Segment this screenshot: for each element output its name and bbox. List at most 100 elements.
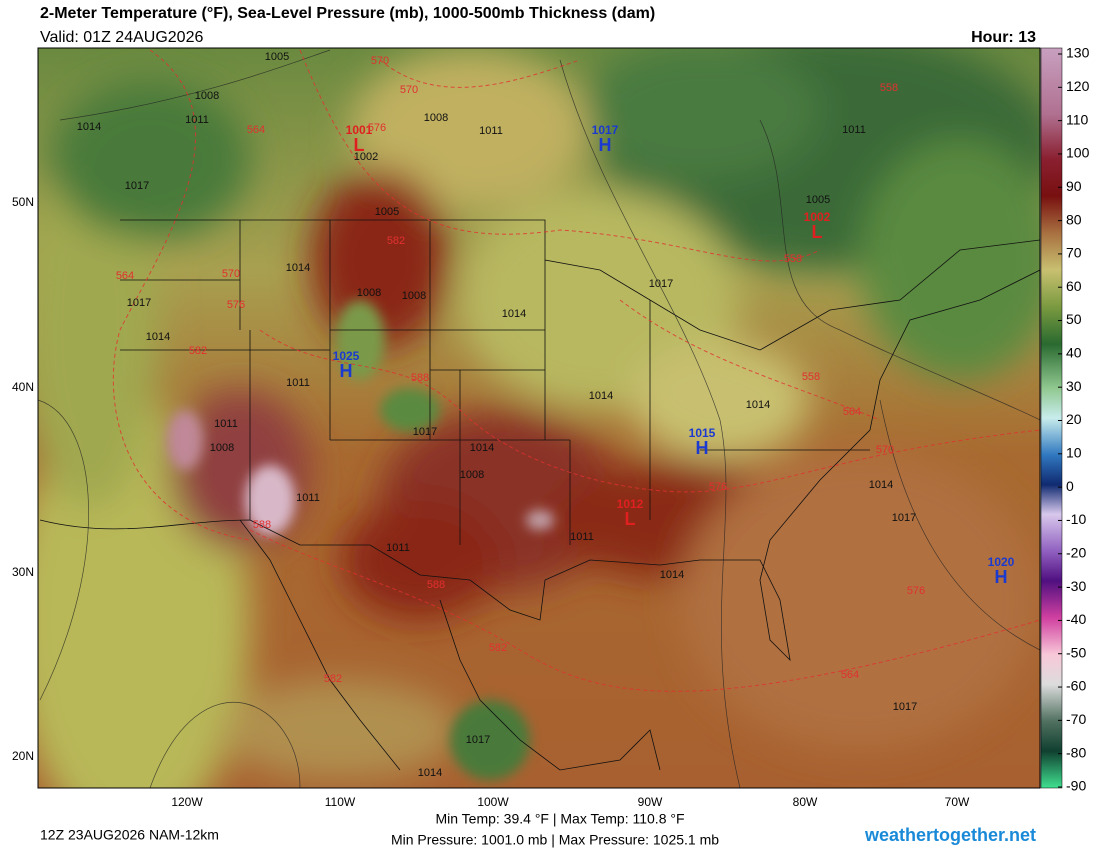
isobar-label: 1011 bbox=[214, 418, 238, 430]
isobar-label: 1008 bbox=[402, 290, 426, 302]
thickness-label: 582 bbox=[324, 673, 342, 685]
colorbar-label: -90 bbox=[1066, 778, 1086, 794]
colorbar-label: 70 bbox=[1066, 245, 1082, 261]
isobar-label: 1014 bbox=[589, 390, 613, 402]
colorbar-label: 110 bbox=[1066, 111, 1089, 127]
isobar-label: 1014 bbox=[746, 399, 770, 411]
colorbar-label: -40 bbox=[1066, 611, 1086, 627]
colorbar-label: 60 bbox=[1066, 278, 1082, 294]
longitude-label: 90W bbox=[638, 795, 663, 809]
colorbar-label: 20 bbox=[1066, 411, 1082, 427]
colorbar-label: 120 bbox=[1066, 78, 1090, 94]
thickness-label: 570 bbox=[876, 444, 894, 456]
isobar-label: 1002 bbox=[354, 151, 378, 163]
isobar-label: 1017 bbox=[127, 297, 151, 309]
isobar-label: 1011 bbox=[386, 542, 410, 554]
title: 2-Meter Temperature (°F), Sea-Level Pres… bbox=[40, 5, 655, 22]
thickness-label: 558 bbox=[880, 82, 898, 94]
center-letter: H bbox=[696, 438, 709, 458]
valid-time: Valid: 01Z 24AUG2026 bbox=[40, 29, 203, 46]
thickness-label: 570 bbox=[371, 55, 389, 67]
isobar-label: 1008 bbox=[210, 442, 234, 454]
forecast-hour: Hour: 13 bbox=[971, 29, 1036, 46]
longitude-label: 120W bbox=[171, 795, 203, 809]
center-value: 1001 bbox=[346, 123, 373, 137]
isobar-label: 1017 bbox=[125, 180, 149, 192]
center-value: 1025 bbox=[333, 349, 360, 363]
thickness-label: 576 bbox=[709, 481, 727, 493]
thickness-label: 564 bbox=[116, 270, 134, 282]
isobar-label: 1008 bbox=[460, 469, 484, 481]
center-value: 1017 bbox=[592, 123, 619, 137]
thickness-label: 564 bbox=[843, 406, 861, 418]
thickness-label: 564 bbox=[841, 669, 859, 681]
latitude-label: 30N bbox=[12, 565, 34, 579]
isobar-label: 1017 bbox=[892, 512, 916, 524]
longitude-label: 80W bbox=[793, 795, 818, 809]
isobar-label: 1008 bbox=[357, 287, 381, 299]
isobar-label: 1011 bbox=[479, 125, 503, 137]
isobar-label: 1005 bbox=[375, 206, 399, 218]
map-field bbox=[38, 48, 1040, 788]
latitude-label: 40N bbox=[12, 380, 34, 394]
isobar-label: 1017 bbox=[649, 278, 673, 290]
colorbar-label: -80 bbox=[1066, 744, 1086, 760]
isobar-label: 1008 bbox=[424, 112, 448, 124]
isobar-label: 1011 bbox=[570, 531, 594, 543]
thickness-label: 582 bbox=[489, 642, 507, 654]
thickness-label: 576 bbox=[368, 122, 386, 134]
thickness-label: 588 bbox=[253, 519, 271, 531]
isobar-label: 1014 bbox=[146, 331, 170, 343]
isobar-label: 1011 bbox=[842, 124, 866, 136]
colorbar-label: 50 bbox=[1066, 311, 1082, 327]
site-link[interactable]: weathertogether.net bbox=[864, 825, 1036, 845]
isobar-label: 1011 bbox=[185, 114, 209, 126]
center-letter: H bbox=[340, 361, 353, 381]
thickness-label: 564 bbox=[247, 124, 265, 136]
isobar-label: 1011 bbox=[286, 377, 310, 389]
center-letter: L bbox=[625, 509, 636, 529]
thickness-label: 576 bbox=[907, 585, 925, 597]
isobar-label: 1017 bbox=[413, 426, 437, 438]
colorbar-label: -70 bbox=[1066, 711, 1086, 727]
isobar-label: 1008 bbox=[195, 90, 219, 102]
colorbar-label: -10 bbox=[1066, 511, 1086, 527]
thickness-label: 582 bbox=[387, 235, 405, 247]
colorbar-label: -60 bbox=[1066, 678, 1086, 694]
center-letter: H bbox=[599, 135, 612, 155]
temp-range: Min Temp: 39.4 °F | Max Temp: 110.8 °F bbox=[435, 811, 684, 827]
thickness-label: 582 bbox=[189, 345, 207, 357]
colorbar-label: -50 bbox=[1066, 644, 1086, 660]
isobar-label: 1014 bbox=[869, 479, 893, 491]
isobar-label: 1011 bbox=[296, 492, 320, 504]
colorbar-label: -30 bbox=[1066, 578, 1086, 594]
colorbar-label: 100 bbox=[1066, 145, 1090, 161]
thickness-label: 576 bbox=[227, 299, 245, 311]
colorbar-label: -20 bbox=[1066, 544, 1086, 560]
latitude-label: 20N bbox=[12, 749, 34, 763]
model-run: 12Z 23AUG2026 NAM-12km bbox=[40, 827, 219, 843]
isobar-label: 1005 bbox=[265, 51, 289, 63]
isobar-label: 1014 bbox=[418, 767, 442, 779]
isobar-label: 1014 bbox=[77, 121, 101, 133]
colorbar bbox=[1040, 47, 1063, 789]
colorbar-label: 30 bbox=[1066, 378, 1082, 394]
center-value: 1002 bbox=[804, 210, 831, 224]
longitude-label: 70W bbox=[945, 795, 970, 809]
isobar-label: 1014 bbox=[660, 569, 684, 581]
thickness-label: 558 bbox=[784, 253, 802, 265]
center-value: 1015 bbox=[689, 426, 716, 440]
map-frame bbox=[37, 47, 1041, 789]
colorbar-label: 130 bbox=[1066, 45, 1090, 61]
thickness-label: 588 bbox=[411, 372, 429, 384]
isobar-label: 1014 bbox=[502, 308, 526, 320]
isobar-label: 1014 bbox=[470, 442, 494, 454]
colorbar-label: 90 bbox=[1066, 178, 1082, 194]
isobar-label: 1014 bbox=[286, 262, 310, 274]
isobar-label: 1017 bbox=[893, 701, 917, 713]
thickness-label: 558 bbox=[802, 371, 820, 383]
thickness-label: 588 bbox=[427, 579, 445, 591]
center-value: 1012 bbox=[617, 497, 644, 511]
latitude-label: 50N bbox=[12, 195, 34, 209]
